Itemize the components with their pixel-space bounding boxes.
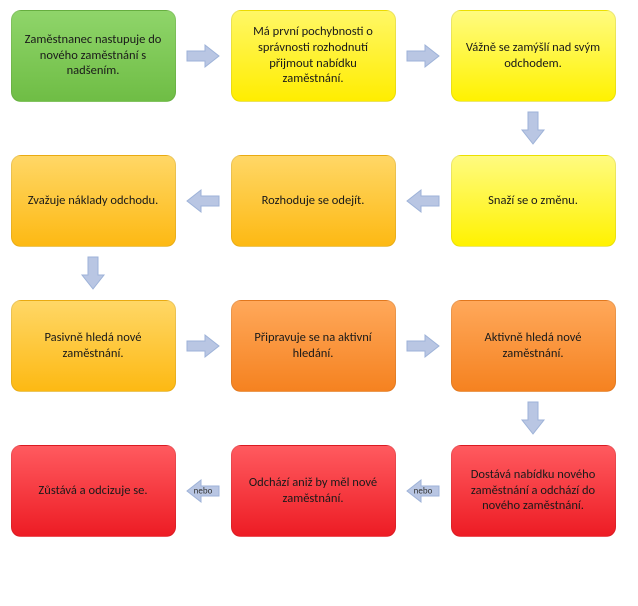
- flow-node-label: Připravuje se na aktivní hledání.: [242, 330, 385, 361]
- flow-arrow-right: [178, 298, 228, 393]
- flow-node-n9: Aktivně hledá nové zaměstnání.: [451, 300, 616, 392]
- flow-node-label: Odchází aniž by měl nové zaměstnání.: [242, 475, 385, 506]
- flow-node-n11: Odchází aniž by měl nové zaměstnání.: [231, 445, 396, 537]
- flow-arrow-down: [448, 103, 618, 153]
- flow-node-label: Vážně se zamýšlí nad svým odchodem.: [462, 40, 605, 71]
- flow-node-n2: Má první pochybnosti o správnosti rozhod…: [231, 10, 396, 102]
- flow-node-n1: Zaměstnanec nastupuje do nového zaměstná…: [11, 10, 176, 102]
- flow-node-label: Pasivně hledá nové zaměstnání.: [22, 330, 165, 361]
- flowchart-grid: Zaměstnanec nastupuje do nového zaměstná…: [8, 8, 630, 538]
- flow-node-n8: Připravuje se na aktivní hledání.: [231, 300, 396, 392]
- flow-arrow-right: [398, 8, 448, 103]
- flow-node-label: Aktivně hledá nové zaměstnání.: [462, 330, 605, 361]
- flow-arrow-left: nebo: [178, 443, 228, 538]
- flow-arrow-right: [398, 298, 448, 393]
- flow-node-label: Rozhoduje se odejít.: [262, 193, 365, 209]
- flow-node-n10: Dostává nabídku nového zaměstnání a odch…: [451, 445, 616, 537]
- flow-node-label: Má první pochybnosti o správnosti rozhod…: [242, 24, 385, 87]
- flow-node-n3: Vážně se zamýšlí nad svým odchodem.: [451, 10, 616, 102]
- flow-node-n12: Zůstává a odcizuje se.: [11, 445, 176, 537]
- flow-node-n7: Pasivně hledá nové zaměstnání.: [11, 300, 176, 392]
- flow-node-label: Zůstává a odcizuje se.: [38, 483, 147, 499]
- arrow-label-nebo: nebo: [414, 485, 433, 496]
- flow-node-label: Snaží se o změnu.: [488, 193, 578, 209]
- flow-node-label: Zvažuje náklady odchodu.: [28, 193, 159, 209]
- flow-arrow-left: [398, 153, 448, 248]
- flow-arrow-left: nebo: [398, 443, 448, 538]
- flow-node-label: Dostává nabídku nového zaměstnání a odch…: [462, 467, 605, 514]
- flow-node-n5: Rozhoduje se odejít.: [231, 155, 396, 247]
- arrow-label-nebo: nebo: [194, 485, 213, 496]
- flow-arrow-down: [8, 248, 178, 298]
- flow-arrow-down: [448, 393, 618, 443]
- flow-node-n6: Zvažuje náklady odchodu.: [11, 155, 176, 247]
- flow-arrow-right: [178, 8, 228, 103]
- flow-arrow-left: [178, 153, 228, 248]
- flow-node-label: Zaměstnanec nastupuje do nového zaměstná…: [22, 32, 165, 79]
- flow-node-n4: Snaží se o změnu.: [451, 155, 616, 247]
